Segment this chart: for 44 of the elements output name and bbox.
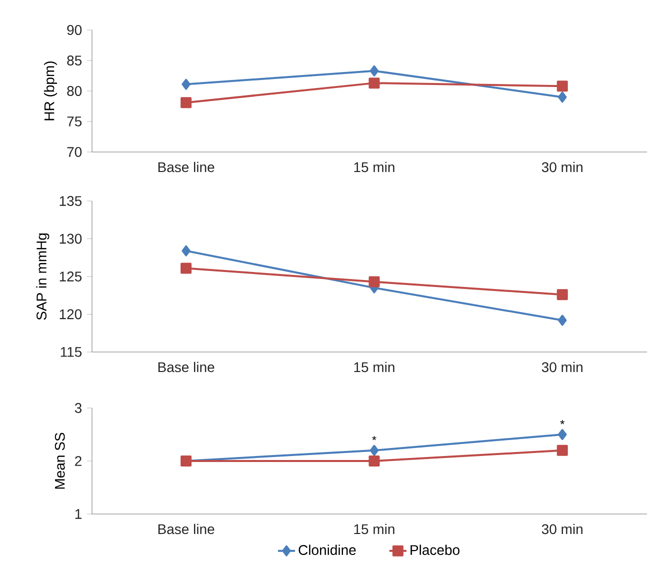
point — [182, 78, 190, 90]
point — [180, 262, 192, 274]
legend-label: Clonidine — [298, 544, 356, 555]
point — [368, 456, 380, 466]
y-tick-label: 70 — [67, 147, 82, 157]
x-tick-label: Base line — [158, 524, 214, 534]
point — [556, 289, 568, 300]
x-tick-label: Base line — [158, 162, 214, 172]
x-tick-label: 15 min — [354, 362, 394, 372]
point — [558, 314, 567, 326]
y-tick-label: 130 — [60, 234, 82, 244]
y-tick-label: 75 — [67, 116, 82, 126]
point — [370, 65, 379, 76]
point — [180, 97, 192, 108]
y-axis-title: Mean SS — [54, 432, 65, 489]
y-tick-label: 1 — [75, 509, 82, 519]
point — [182, 245, 190, 256]
y-tick-label: 80 — [67, 86, 82, 96]
x-tick-label: 30 min — [542, 524, 582, 534]
x-tick-label: 15 min — [354, 524, 394, 534]
y-tick-label: 3 — [74, 403, 82, 413]
y-tick-label: 90 — [67, 25, 82, 35]
x-tick-label: 15 min — [354, 162, 394, 172]
x-tick-label: 30 min — [542, 162, 582, 172]
y-tick-label: 115 — [60, 347, 82, 357]
annotation: * — [560, 420, 564, 424]
point — [370, 444, 379, 456]
x-tick-label: 30 min — [542, 362, 582, 372]
y-axis-title: SAP in mmHg — [36, 233, 50, 320]
y-tick-label: 85 — [67, 56, 82, 66]
y-tick-label: 120 — [60, 309, 82, 320]
y-tick-label: 2 — [75, 456, 82, 466]
annotation: * — [372, 436, 376, 440]
legend-label: Placebo — [410, 544, 460, 555]
y-tick-label: 135 — [60, 196, 82, 206]
point — [558, 429, 567, 440]
point — [556, 444, 568, 456]
point — [556, 80, 568, 92]
point — [368, 78, 380, 89]
y-axis-title: HR (bpm) — [44, 62, 58, 120]
point — [558, 92, 567, 103]
y-tick-label: 125 — [60, 272, 82, 282]
x-tick-label: Base line — [158, 362, 214, 372]
point — [368, 276, 380, 288]
